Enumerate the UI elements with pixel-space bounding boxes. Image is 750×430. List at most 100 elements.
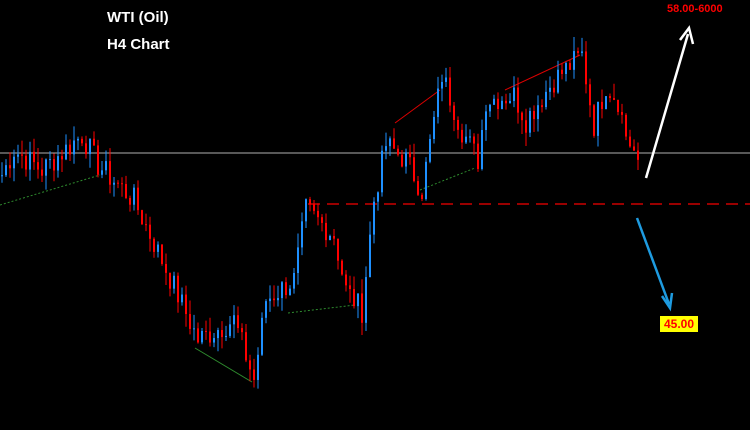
candle [365,266,367,331]
candle-body [325,222,327,241]
candle [153,237,155,258]
candle [329,234,331,241]
candle-body [241,328,243,333]
candle-body [545,91,547,108]
candle-body [145,224,147,226]
candle [453,101,455,132]
candle [169,272,171,297]
candle-body [41,169,43,176]
candle [113,177,115,197]
candle [253,358,255,388]
candle-body [413,157,415,182]
target-down-label: 45.00 [660,316,699,332]
candle-body [597,101,599,136]
candle-body [269,298,271,302]
candle [633,139,635,151]
candle-body [425,161,427,200]
candle [189,300,191,335]
candle-body [349,285,351,290]
candle [573,37,575,79]
candle-body [321,217,323,223]
candle [273,285,275,307]
candle [305,198,307,228]
candle [393,128,395,149]
candle-body [357,293,359,307]
candle-body [65,144,67,160]
candles [1,37,639,389]
candle-body [421,194,423,200]
candle-body [485,111,487,131]
candle-body [161,244,163,264]
candle-body [593,105,595,136]
candle-body [397,148,399,155]
candle [461,123,463,150]
candle-body [45,159,47,176]
candle [241,323,243,341]
candle [381,145,383,197]
candle-body [97,145,99,175]
candle [409,144,411,165]
candle-body [197,328,199,343]
candle [617,99,619,116]
candle-body [549,87,551,92]
candle-body [613,98,615,100]
candle [29,141,31,181]
candle-body [513,87,515,101]
candle-body [105,161,107,171]
trendline-green [0,174,101,206]
candle-body [245,332,247,361]
candle-body [173,275,175,289]
candle-body [1,175,3,177]
candle [249,354,251,382]
candle-body [21,154,23,156]
candle [13,149,15,182]
candle [561,63,563,80]
candle-body [201,330,203,343]
candle [141,209,143,226]
candle-body [561,69,563,75]
candle [361,279,363,335]
candle [521,111,523,134]
candle-body [501,100,503,109]
candle-body [193,328,195,330]
candle [505,93,507,110]
candle-body [329,235,331,241]
candle-body [373,201,375,235]
candle [129,195,131,212]
candle-body [309,199,311,205]
candle [41,157,43,182]
candle-body [129,197,131,205]
candle-body [493,98,495,105]
candle [433,111,435,144]
candle [289,285,291,296]
candle-body [553,87,555,93]
candle [45,158,47,190]
candle-body [457,119,459,130]
candle [209,317,211,347]
candle-body [185,294,187,315]
candle-body [529,110,531,133]
candle-body [69,144,71,155]
candle [517,77,519,124]
chart-subtitle: H4 Chart [107,36,170,53]
candle-body [433,116,435,140]
candle [233,305,235,339]
candle [69,139,71,162]
candle-body [25,155,27,170]
candle-body [237,315,239,329]
candle-body [537,105,539,120]
candle [225,325,227,342]
candle-body [253,369,255,380]
candle [405,148,407,174]
candle [445,67,447,88]
candle-body [517,87,519,113]
candle [33,138,35,170]
candle [373,197,375,244]
candle [285,277,287,299]
candle [221,321,223,349]
candle [629,129,631,148]
candle [513,76,515,108]
candle [577,47,579,57]
candle-body [165,263,167,273]
